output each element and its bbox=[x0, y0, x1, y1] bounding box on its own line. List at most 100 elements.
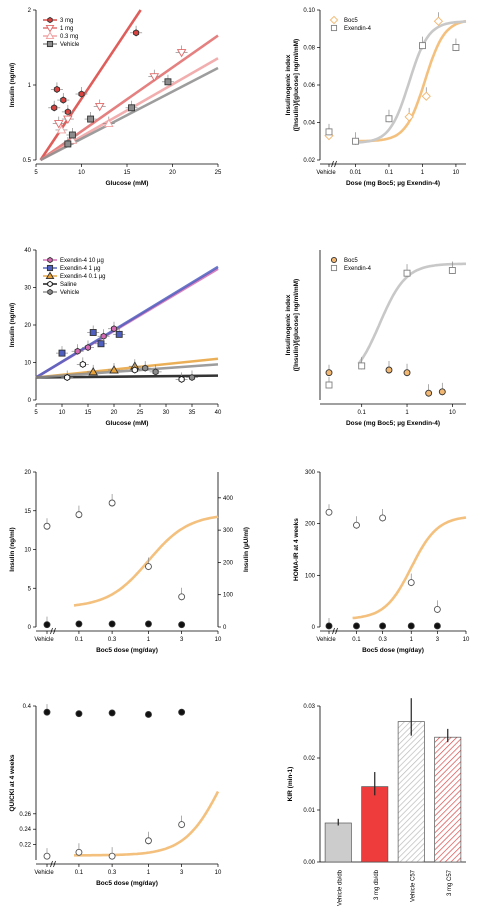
legend-label: Exendin-4 0.1 µg bbox=[60, 274, 106, 280]
y2-tick-label: 300 bbox=[223, 528, 234, 534]
dose-response-curve bbox=[352, 516, 467, 620]
data-point bbox=[87, 115, 95, 123]
legend-marker bbox=[46, 40, 54, 48]
y-tick-label: 0.06 bbox=[303, 83, 315, 89]
data-point bbox=[178, 375, 185, 383]
bar-category-label: Vehicle C57 bbox=[410, 869, 416, 902]
x-tick-label: 0.1 bbox=[352, 637, 361, 643]
x-tick-label: 25 bbox=[215, 170, 222, 176]
x-tick-label: 1 bbox=[410, 637, 414, 643]
legend-label: Boc5 bbox=[344, 258, 358, 264]
x-tick-label: 5 bbox=[34, 170, 38, 176]
bar bbox=[397, 721, 425, 863]
x-tick-label: 20 bbox=[111, 410, 118, 416]
x-tick-label: 10 bbox=[78, 170, 85, 176]
y-axis-title: Insulin (ng/ml) bbox=[9, 303, 16, 347]
x-tick-label-vehicle: Vehicle bbox=[316, 637, 336, 643]
y-axis-title: Insulin (ng/ml) bbox=[9, 527, 16, 571]
x-tick-label: 0.3 bbox=[108, 870, 117, 876]
data-point bbox=[385, 115, 393, 123]
regression-line bbox=[39, 9, 142, 161]
y2-tick-label: 0 bbox=[223, 625, 227, 631]
y-tick-label: 1 bbox=[28, 83, 32, 89]
x-tick-label: 20 bbox=[169, 170, 176, 176]
data-point bbox=[407, 622, 415, 630]
data-point bbox=[131, 366, 138, 374]
dose-response-curve bbox=[73, 515, 219, 607]
data-point bbox=[78, 90, 85, 98]
data-point bbox=[58, 349, 66, 357]
legend-marker bbox=[47, 256, 53, 264]
x-tick-label: 0.01 bbox=[350, 170, 362, 176]
bar bbox=[324, 822, 352, 863]
data-point bbox=[178, 821, 186, 829]
legend-marker bbox=[47, 288, 53, 296]
data-point bbox=[178, 593, 186, 601]
data-point bbox=[438, 388, 446, 396]
data-point bbox=[152, 368, 159, 376]
data-point bbox=[433, 16, 444, 26]
data-point bbox=[149, 73, 160, 82]
data-point bbox=[403, 369, 411, 377]
y2-tick-label: 100 bbox=[223, 593, 234, 599]
y-tick-label: 10 bbox=[24, 548, 31, 554]
x-axis-title: Boc5 dose (mg/day) bbox=[96, 647, 158, 654]
panel-insulinogenic-index-dose: 0.02 0.04 0.06 0.08 0.10 0.01 0.1 1 10 Vehicle Dos… bbox=[285, 8, 467, 187]
data-point-vehicle bbox=[43, 522, 51, 530]
x-tick-label: 25 bbox=[137, 410, 144, 416]
dose-response-curve bbox=[357, 262, 466, 365]
y-tick-label: 0.04 bbox=[303, 121, 315, 127]
y-axis-title: HOMA-IR at 4 weeks bbox=[293, 518, 300, 581]
data-point bbox=[145, 837, 152, 845]
y-tick-label: 0.26 bbox=[19, 812, 31, 818]
data-point-vehicle bbox=[325, 369, 333, 377]
x-tick-label: 0.3 bbox=[378, 637, 387, 643]
y-axis-title: ([Insulin]/[glucose] ng/ml/mM) bbox=[293, 39, 300, 131]
y2-tick-label: 400 bbox=[223, 496, 234, 502]
legend-label: 3 mg bbox=[60, 18, 73, 24]
data-point bbox=[418, 42, 426, 50]
y-tick-label: 0 bbox=[28, 625, 32, 631]
data-point bbox=[433, 622, 441, 630]
legend-marker bbox=[330, 24, 338, 32]
y2-axis-title: Insulin (µU/ml) bbox=[243, 527, 250, 572]
data-point-vehicle bbox=[325, 622, 333, 630]
bar-category-label: 3 mg db/db bbox=[374, 869, 380, 900]
x-tick-label: 35 bbox=[189, 410, 196, 416]
legend-label: Exendin-4 bbox=[344, 26, 372, 32]
y-axis-title: ([Insulin]/[glucose] ng/ml/mM) bbox=[293, 279, 300, 371]
legend-label: Exendin-4 bbox=[344, 266, 372, 272]
legend-label: Exendin-4 10 µg bbox=[60, 258, 104, 264]
data-point bbox=[145, 711, 152, 718]
bar bbox=[434, 736, 462, 863]
y-tick-label: 30 bbox=[24, 286, 31, 292]
data-point-vehicle bbox=[325, 508, 333, 516]
data-point bbox=[421, 91, 431, 101]
y-tick-label: 0.22 bbox=[19, 843, 31, 849]
panel-kir-bar-chart: 0.00 0.01 0.02 0.03 KIR (min-1) Vehicle db/db… bbox=[287, 698, 466, 906]
data-point bbox=[51, 104, 58, 112]
data-point bbox=[74, 347, 81, 355]
dose-response-curve bbox=[74, 790, 220, 857]
data-point bbox=[115, 330, 123, 338]
y-tick-label: 15 bbox=[24, 509, 31, 515]
data-point bbox=[68, 131, 76, 139]
data-point bbox=[63, 115, 73, 124]
bar-category-label: Vehicle db/db bbox=[337, 869, 343, 906]
y-tick-label: 40 bbox=[24, 248, 31, 254]
legend-label: Exendin-4 1 µg bbox=[60, 266, 100, 272]
x-axis-title: Glucose (mM) bbox=[106, 180, 149, 187]
panel-insulin-vs-boc5-dose: 0 5 10 15 20 0.1 0.3 1 3 10 Vehicle Boc5 dose (mg/d… bbox=[9, 470, 250, 654]
data-point bbox=[403, 269, 411, 277]
x-tick-label: 15 bbox=[85, 410, 92, 416]
dose-response-curve bbox=[353, 20, 466, 144]
legend-marker bbox=[329, 15, 339, 25]
data-point bbox=[60, 96, 67, 104]
legend-marker bbox=[46, 264, 54, 272]
y-axis-title: Insulinogenic index bbox=[285, 294, 292, 355]
data-point bbox=[358, 362, 366, 370]
panel-homa-ir-vs-boc5-dose: 0 100 200 300 0.1 0.3 1 3 10 Vehicle Boc5 dose (mg… bbox=[293, 470, 470, 654]
data-point bbox=[108, 620, 116, 628]
legend-label: Vehicle bbox=[60, 290, 80, 296]
